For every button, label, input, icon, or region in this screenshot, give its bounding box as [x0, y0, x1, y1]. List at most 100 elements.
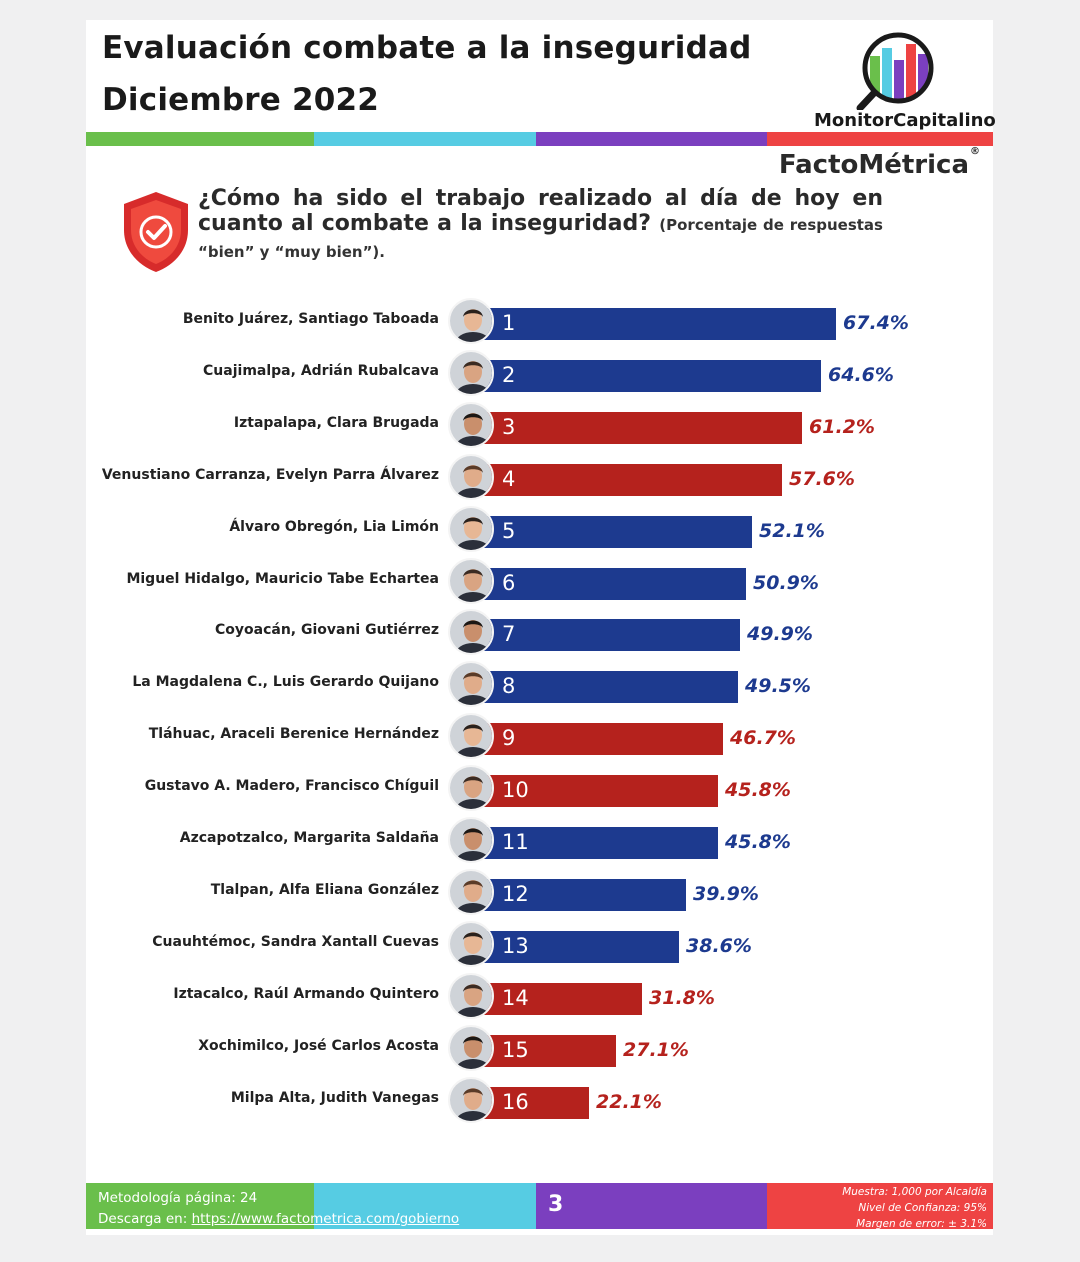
- rank-number: 14: [502, 985, 529, 1010]
- candidate-photo-icon: [448, 713, 494, 760]
- chart-row: Gustavo A. Madero, Francisco Chíguil 10 45…: [86, 765, 993, 813]
- bar: [468, 930, 679, 963]
- chart-row: Azcapotzalco, Margarita Saldaña 11 45.8%: [86, 817, 993, 865]
- chart-row: Benito Juárez, Santiago Taboada 1 67.4%: [86, 298, 993, 346]
- chart-row: La Magdalena C., Luis Gerardo Quijano 8 49…: [86, 661, 993, 709]
- bar: [468, 515, 752, 548]
- bar: [468, 463, 782, 496]
- value-label: 61.2%: [809, 415, 875, 438]
- confidence-level: Nivel de Confianza: 95%: [858, 1202, 987, 1214]
- chart-row: Xochimilco, José Carlos Acosta 15 27.1%: [86, 1024, 993, 1073]
- value-label: 49.9%: [747, 623, 813, 646]
- value-label: 27.1%: [623, 1038, 689, 1061]
- report-title: Evaluación combate a la inseguridad: [102, 30, 752, 66]
- question-note: (Porcentaje de respuestas “bien” y “muy …: [198, 216, 883, 261]
- chart-row: Miguel Hidalgo, Mauricio Tabe Echartea 6 5…: [86, 557, 993, 606]
- candidate-photo-icon: [448, 661, 494, 708]
- rank-number: 13: [502, 933, 529, 958]
- candidate-photo-icon: [448, 1076, 494, 1123]
- survey-question: ¿Cómo ha sido el trabajo realizado al dí…: [198, 186, 883, 265]
- chart-row: Milpa Alta, Judith Vanegas 16 22.1%: [86, 1076, 993, 1125]
- value-label: 57.6%: [789, 467, 855, 490]
- ranking-bar-chart: Benito Juárez, Santiago Taboada 1 67.4% Cua…: [86, 20, 993, 1235]
- chart-row: Venustiano Carranza, Evelyn Parra Álvare…: [86, 453, 993, 502]
- value-label: 45.8%: [725, 779, 791, 802]
- category-label: Álvaro Obregón, Lia Limón: [229, 518, 439, 535]
- bar: [468, 775, 718, 808]
- brand-name: FactoMétrica: [778, 150, 969, 180]
- rank-number: 11: [502, 830, 529, 854]
- rank-number: 16: [502, 1089, 529, 1114]
- chart-row: Cuauhtémoc, Sandra Xantall Cuevas 13 38.6%: [86, 920, 993, 969]
- bar: [468, 567, 746, 600]
- rank-number: 2: [502, 362, 516, 387]
- candidate-photo-icon: [448, 817, 494, 863]
- chart-row: Cuajimalpa, Adrián Rubalcava 2 64.6%: [86, 349, 993, 398]
- category-label: La Magdalena C., Luis Gerardo Quijano: [132, 674, 439, 691]
- rank-number: 4: [502, 466, 516, 491]
- monitor-capitalino-logo: MonitorCapitalino: [814, 26, 996, 131]
- survey-specs: Muestra: 1,000 por Alcaldía Nivel de Con…: [842, 1184, 987, 1232]
- report-page: Evaluación combate a la inseguridad Dici…: [86, 20, 996, 1235]
- candidate-photo-icon: [448, 920, 494, 967]
- security-shield-icon: [124, 192, 188, 272]
- value-label: 45.8%: [725, 831, 791, 853]
- category-label: Venustiano Carranza, Evelyn Parra Álvare…: [101, 466, 439, 483]
- rank-number: 8: [502, 674, 516, 699]
- methodology-note: Metodología página: 24: [98, 1190, 258, 1206]
- chart-row: Iztacalco, Raúl Armando Quintero 14 31.8%: [86, 972, 993, 1021]
- candidate-photo-icon: [448, 1024, 494, 1071]
- candidate-photo-icon: [448, 557, 494, 604]
- chart-row: Tláhuac, Araceli Berenice Hernández 9 46.7…: [86, 713, 993, 761]
- bar: [468, 619, 740, 652]
- rank-number: 12: [502, 881, 529, 906]
- factometrica-brand: FactoMétrica®: [778, 146, 980, 180]
- candidate-photo-icon: [448, 868, 494, 915]
- download-link[interactable]: https://www.factometrica.com/gobierno: [191, 1211, 460, 1227]
- category-label: Miguel Hidalgo, Mauricio Tabe Echartea: [126, 570, 439, 587]
- report-date: Diciembre 2022: [102, 82, 380, 118]
- error-margin: Margen de error: ± 3.1%: [856, 1218, 987, 1230]
- category-label: Cuajimalpa, Adrián Rubalcava: [203, 362, 439, 379]
- page-number: 3: [548, 1192, 564, 1217]
- rank-number: 9: [502, 726, 516, 751]
- category-label: Milpa Alta, Judith Vanegas: [230, 1089, 439, 1106]
- bar: [468, 359, 821, 392]
- category-label: Tláhuac, Araceli Berenice Hernández: [148, 726, 439, 743]
- chart-row: Álvaro Obregón, Lia Limón 5 52.1%: [86, 505, 993, 554]
- value-label: 52.1%: [759, 519, 825, 542]
- category-label: Tlalpan, Alfa Eliana González: [210, 881, 439, 898]
- candidate-photo-icon: [448, 401, 494, 448]
- value-label: 64.6%: [828, 363, 894, 386]
- category-label: Benito Juárez, Santiago Taboada: [182, 311, 439, 327]
- candidate-photo-icon: [448, 298, 494, 344]
- magnifier-chart-icon: [856, 32, 934, 112]
- sample-size: Muestra: 1,000 por Alcaldía: [842, 1186, 987, 1198]
- chart-row: Tlalpan, Alfa Eliana González 12 39.9%: [86, 868, 993, 917]
- question-text: ¿Cómo ha sido el trabajo realizado al dí…: [198, 186, 883, 236]
- bar: [468, 982, 642, 1015]
- category-label: Iztapalapa, Clara Brugada: [233, 414, 439, 431]
- color-stripe: [86, 132, 993, 146]
- rank-number: 7: [502, 622, 516, 647]
- rank-number: 5: [502, 518, 516, 543]
- bar: [468, 878, 686, 911]
- value-label: 46.7%: [730, 727, 796, 750]
- value-label: 22.1%: [596, 1090, 662, 1113]
- category-label: Coyoacán, Giovani Gutiérrez: [214, 622, 439, 639]
- value-label: 39.9%: [693, 882, 759, 905]
- rank-number: 6: [502, 570, 516, 595]
- rank-number: 15: [502, 1037, 529, 1062]
- category-label: Gustavo A. Madero, Francisco Chíguil: [144, 778, 439, 795]
- rank-number: 10: [502, 778, 529, 803]
- footer-stripe: [86, 1183, 993, 1229]
- download-label: Descarga en:: [98, 1211, 192, 1227]
- bar: [468, 411, 802, 444]
- logo-name: MonitorCapitalino: [814, 110, 996, 131]
- chart-row: Coyoacán, Giovani Gutiérrez 7 49.9%: [86, 609, 993, 657]
- candidate-photo-icon: [448, 972, 494, 1019]
- category-label: Iztacalco, Raúl Armando Quintero: [173, 985, 439, 1002]
- bar: [468, 723, 723, 756]
- value-label: 38.6%: [686, 934, 752, 957]
- candidate-photo-icon: [448, 505, 494, 552]
